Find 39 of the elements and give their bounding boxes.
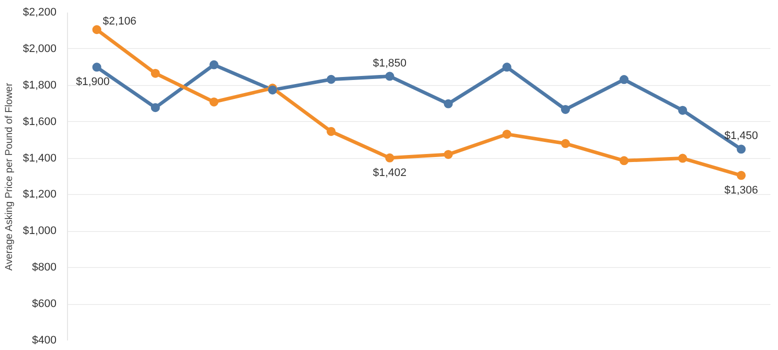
data-label: $1,450 — [724, 130, 758, 142]
point — [736, 170, 746, 180]
point — [209, 60, 218, 70]
data-label: $1,900 — [76, 76, 110, 88]
point — [736, 144, 746, 154]
point — [326, 127, 336, 136]
point — [385, 72, 394, 81]
point — [444, 99, 453, 108]
y-tick-label: $600 — [32, 298, 57, 310]
point — [92, 25, 102, 34]
point — [385, 153, 394, 162]
y-tick-label: $1,800 — [22, 79, 57, 92]
point — [150, 68, 160, 78]
point — [678, 106, 688, 115]
data-label: $1,850 — [372, 57, 407, 70]
point — [92, 62, 102, 72]
y-tick-label: $1,400 — [22, 152, 57, 164]
data-label: $1,402 — [372, 166, 407, 179]
y-tick-label: $1,200 — [22, 188, 57, 201]
y-tick-label: $400 — [32, 334, 57, 346]
point — [560, 104, 570, 114]
point — [620, 156, 629, 166]
y-axis-title: Average Asking Price per Pound of Flower — [4, 82, 15, 271]
point — [326, 74, 336, 84]
y-tick-label: $800 — [32, 262, 57, 274]
point — [150, 103, 160, 112]
data-label: $2,106 — [102, 16, 136, 28]
point — [209, 97, 218, 106]
y-tick-label: $1,600 — [22, 116, 57, 128]
point — [620, 75, 629, 84]
y-tick-label: $2,200 — [22, 6, 57, 18]
y-tick-label: $1,000 — [22, 225, 57, 238]
point — [444, 150, 453, 159]
data-label: $1,306 — [724, 184, 758, 196]
point — [560, 139, 570, 148]
point — [502, 62, 512, 72]
point — [502, 130, 512, 139]
point — [678, 154, 688, 163]
y-tick-label: $2,000 — [22, 42, 57, 55]
